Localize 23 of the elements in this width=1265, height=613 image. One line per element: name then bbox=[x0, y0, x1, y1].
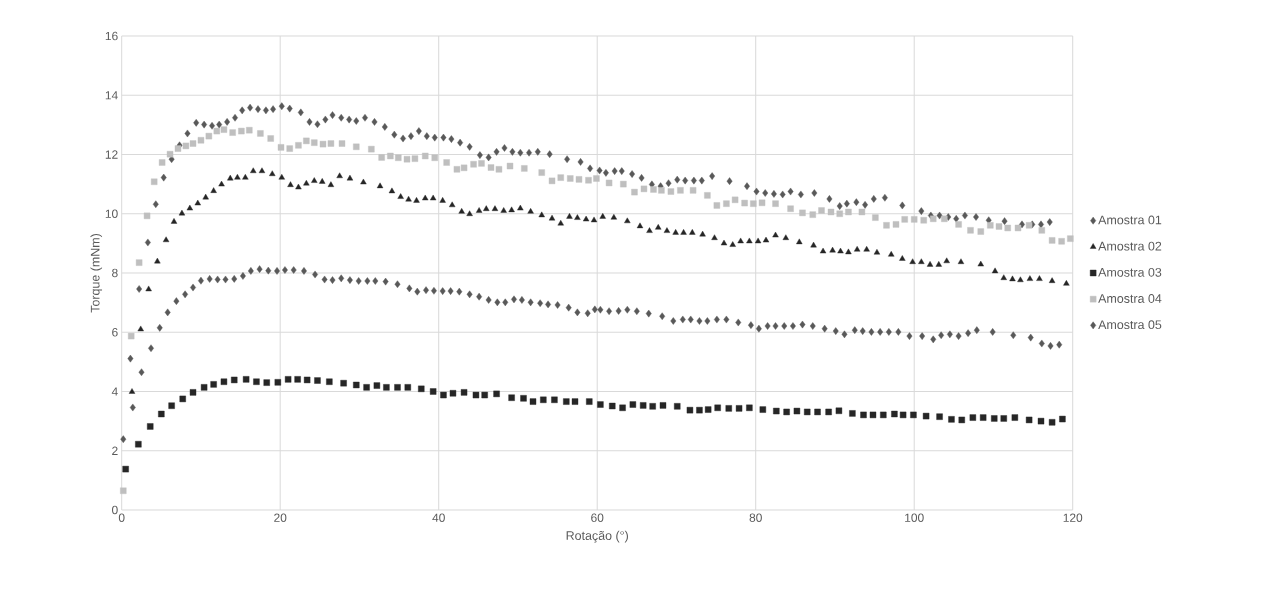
x-tick-label: 120 bbox=[1063, 513, 1083, 522]
y-tick-label: 6 bbox=[112, 328, 118, 337]
y-tick-label: 16 bbox=[105, 31, 118, 41]
y-tick-label: 8 bbox=[112, 268, 118, 278]
x-tick-label: 20 bbox=[274, 513, 287, 522]
legend-label: Amostra 03 bbox=[1098, 267, 1162, 277]
y-tick-label: 12 bbox=[105, 150, 118, 159]
x-tick-label: 80 bbox=[749, 513, 762, 522]
y-tick-label: 14 bbox=[105, 91, 118, 100]
legend-label: Amostra 04 bbox=[1098, 294, 1162, 303]
y-tick-label: 2 bbox=[112, 446, 118, 455]
legend-label: Amostra 02 bbox=[1098, 241, 1162, 251]
x-tick-label: 60 bbox=[591, 513, 604, 522]
legend-label: Amostra 05 bbox=[1098, 320, 1162, 330]
y-axis-title: Torque (mNm) bbox=[90, 233, 103, 313]
y-tick-label: 0 bbox=[112, 505, 118, 515]
y-tick-label: 4 bbox=[111, 387, 118, 396]
x-tick-label: 100 bbox=[905, 513, 924, 522]
x-tick-label: 40 bbox=[432, 513, 445, 522]
legend-label: Amostra 01 bbox=[1098, 215, 1162, 225]
y-tick-label: 10 bbox=[105, 209, 118, 218]
x-axis-title: Rotação (°) bbox=[566, 530, 628, 543]
x-tick-label: 0 bbox=[118, 513, 125, 522]
